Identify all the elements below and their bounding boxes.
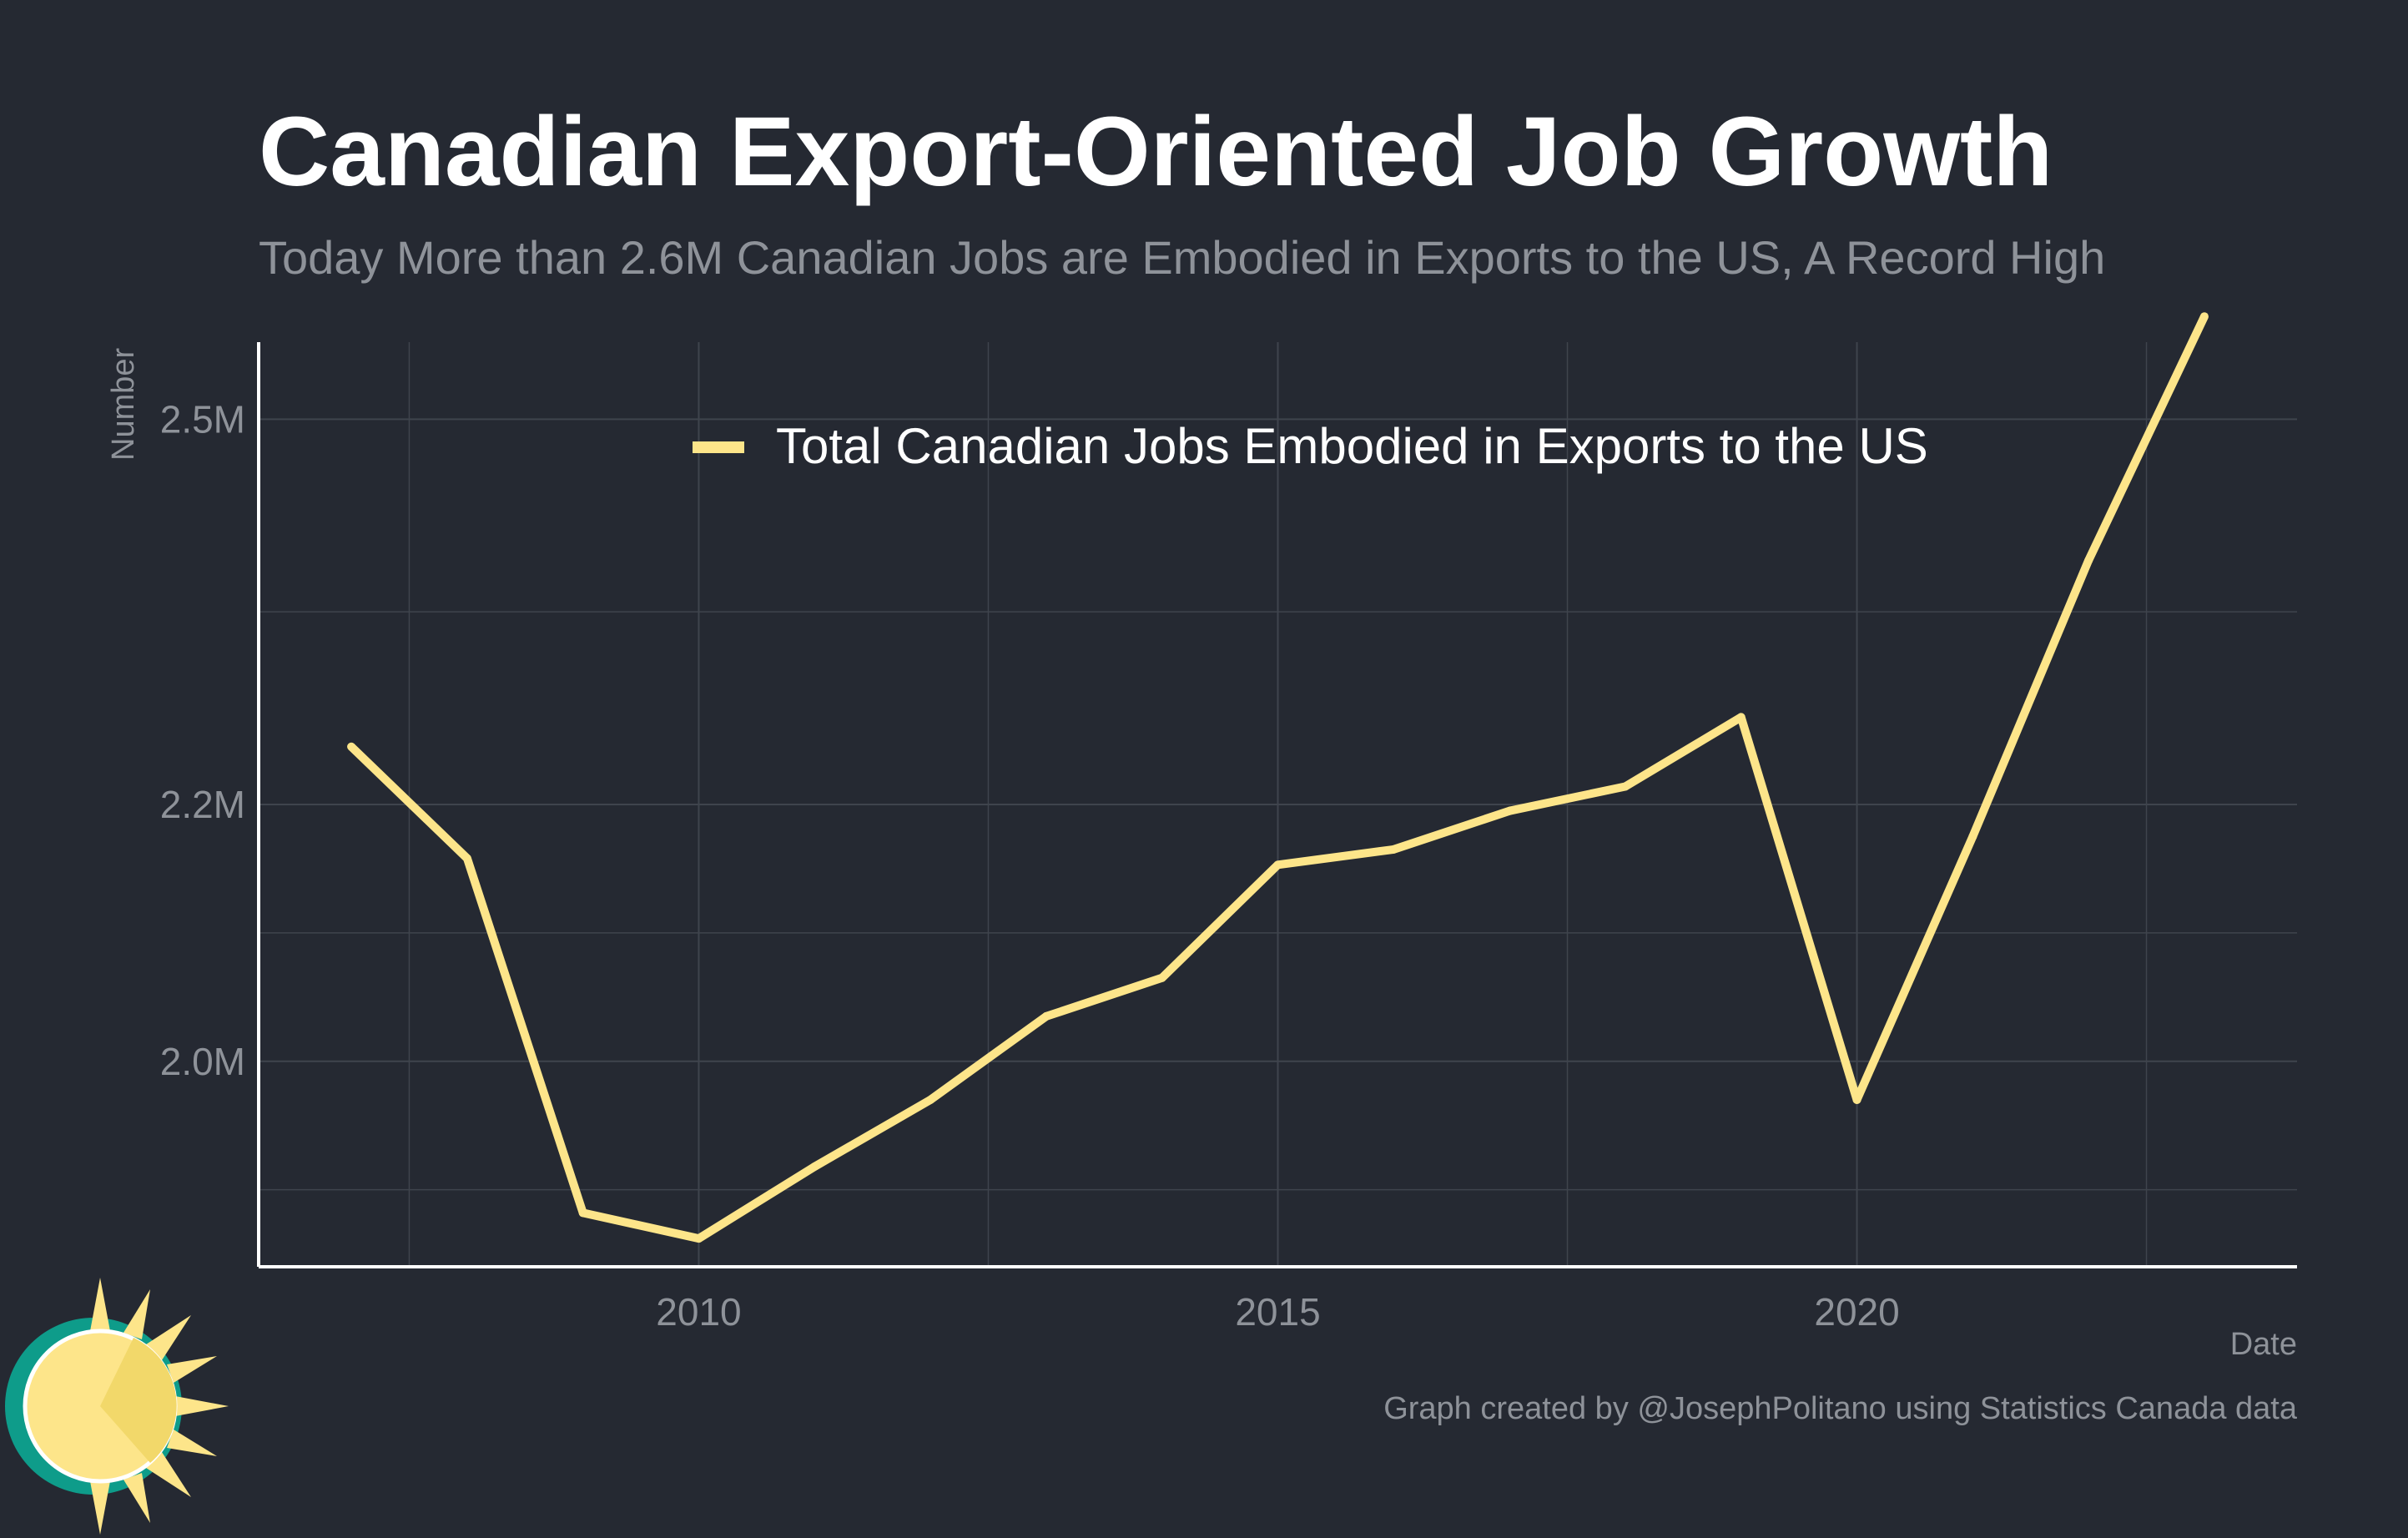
data-point	[1852, 1095, 1861, 1104]
axes	[257, 342, 2297, 1268]
data-point	[1273, 860, 1282, 870]
data-point	[462, 854, 471, 863]
chart-subtitle: Today More than 2.6M Canadian Jobs are E…	[259, 231, 2105, 284]
data-point	[810, 1162, 819, 1171]
series-layer	[347, 312, 2209, 1243]
data-point	[1157, 973, 1166, 982]
data-point	[1736, 713, 1746, 722]
data-point	[2199, 312, 2209, 321]
data-point	[578, 1208, 587, 1218]
data-point	[347, 742, 356, 751]
sun-icon	[5, 1278, 229, 1535]
x-tick-label: 2010	[656, 1290, 741, 1334]
caption: Graph created by @JosephPolitano using S…	[1383, 1391, 2298, 1426]
y-tick-label: 2.2M	[160, 783, 245, 826]
data-point	[1505, 806, 1514, 815]
data-point	[926, 1095, 935, 1104]
legend-label: Total Canadian Jobs Embodied in Exports …	[776, 418, 1928, 474]
y-axis-title: Number	[106, 348, 141, 461]
data-point	[1041, 1011, 1050, 1021]
data-point	[694, 1234, 703, 1243]
grid-lines	[259, 342, 2297, 1267]
x-tick-label: 2015	[1235, 1290, 1320, 1334]
data-point	[1389, 845, 1398, 854]
y-tick-label: 2.5M	[160, 397, 245, 441]
chart-title: Canadian Export-Oriented Job Growth	[259, 97, 2053, 207]
data-point	[1620, 782, 1630, 791]
data-point	[2084, 556, 2093, 565]
legend: Total Canadian Jobs Embodied in Exports …	[693, 418, 1928, 474]
x-axis-title: Date	[2230, 1327, 2297, 1362]
y-tick-label: 2.0M	[160, 1040, 245, 1083]
data-point	[1968, 832, 1977, 841]
tick-labels: 2.0M 2.2M 2.5M 2010 2015 2020	[160, 397, 1900, 1334]
x-tick-label: 2020	[1814, 1290, 1899, 1334]
